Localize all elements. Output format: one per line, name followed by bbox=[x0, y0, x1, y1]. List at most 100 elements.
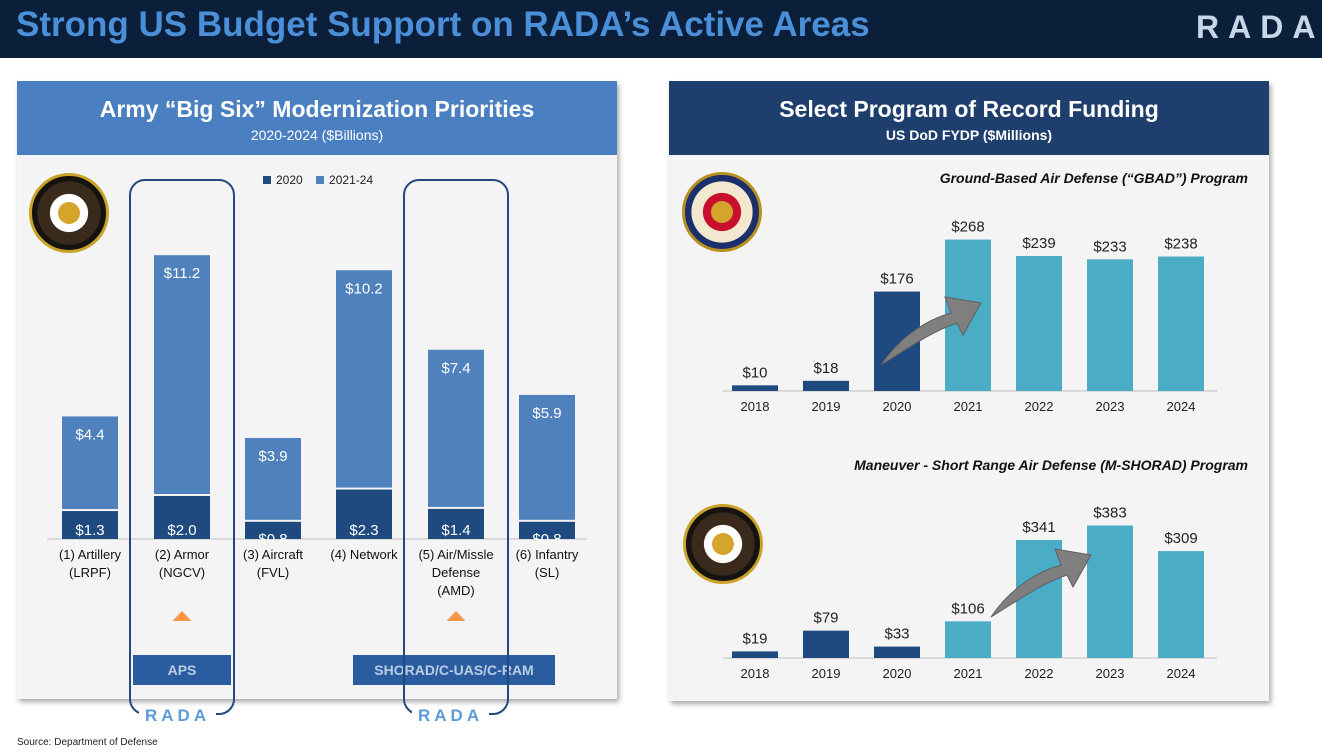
category-label: (2) Armor bbox=[155, 547, 210, 562]
data-label-2020: $2.3 bbox=[349, 522, 378, 539]
data-label: $19 bbox=[742, 630, 767, 647]
bar-2019 bbox=[803, 630, 849, 658]
year-label: 2019 bbox=[812, 399, 841, 414]
data-label: $341 bbox=[1022, 519, 1055, 536]
category-label: (1) Artillery bbox=[59, 547, 122, 562]
year-label: 2021 bbox=[954, 666, 983, 681]
year-label: 2020 bbox=[883, 666, 912, 681]
year-label: 2020 bbox=[883, 399, 912, 414]
category-label: (FVL) bbox=[257, 565, 290, 580]
bar-2020 bbox=[336, 489, 392, 539]
gbad-chart: $10 2018 $18 2019 $176 2020 $268 2021 $239 2022 $2… bbox=[723, 219, 1217, 414]
year-label: 2019 bbox=[812, 666, 841, 681]
data-label: $233 bbox=[1093, 238, 1126, 255]
year-label: 2018 bbox=[741, 666, 770, 681]
funding-panel: Select Program of Record Funding US DoD … bbox=[669, 81, 1269, 701]
category-label: (AMD) bbox=[437, 583, 475, 598]
bar-2022 bbox=[1016, 255, 1062, 391]
data-label-2020: $0.8 bbox=[532, 531, 561, 548]
bar-2024 bbox=[1158, 256, 1204, 391]
header-bar: Strong US Budget Support on RADA’s Activ… bbox=[0, 0, 1322, 58]
bar-2022 bbox=[1016, 540, 1062, 658]
legend-swatch-2020 bbox=[263, 176, 271, 184]
year-label: 2022 bbox=[1025, 399, 1054, 414]
bar-2020 bbox=[428, 508, 484, 539]
mshorad-chart-title: Maneuver - Short Range Air Defense (M-SH… bbox=[854, 457, 1248, 473]
data-label: $239 bbox=[1022, 235, 1055, 252]
data-label-2021-24: $11.2 bbox=[164, 265, 200, 282]
year-label: 2022 bbox=[1025, 666, 1054, 681]
data-label-2021-24: $5.9 bbox=[532, 405, 561, 422]
year-label: 2024 bbox=[1167, 666, 1196, 681]
army-seal-icon bbox=[29, 173, 109, 253]
bar-2018 bbox=[732, 651, 778, 658]
legend-swatch-2021-24 bbox=[316, 176, 325, 184]
growth-arrow-shape bbox=[990, 548, 1092, 618]
big-six-panel: Army “Big Six” Modernization Priorities … bbox=[17, 81, 617, 699]
navy-seal-icon bbox=[682, 172, 762, 252]
bar-2024 bbox=[1158, 551, 1204, 658]
aps-highlight-box bbox=[129, 179, 235, 715]
category-label: (3) Aircraft bbox=[243, 547, 303, 562]
data-label-2020: $0.8 bbox=[258, 531, 287, 548]
data-label: $309 bbox=[1164, 530, 1197, 547]
data-label-2021-24: $3.9 bbox=[258, 448, 287, 465]
bar-2020 bbox=[519, 521, 575, 539]
bar-2020 bbox=[62, 511, 118, 539]
shorad-label: SHORAD/C-UAS/C-RAM bbox=[353, 655, 555, 685]
growth-arrow-shape bbox=[880, 296, 982, 366]
data-label-2020: $2.0 bbox=[167, 522, 196, 539]
data-label: $176 bbox=[880, 271, 913, 288]
bar-2023 bbox=[1087, 259, 1133, 391]
page-title: Strong US Budget Support on RADA’s Activ… bbox=[16, 5, 870, 44]
data-label: $79 bbox=[813, 610, 838, 627]
bar-2018 bbox=[732, 385, 778, 391]
year-label: 2021 bbox=[954, 399, 983, 414]
bar-2021-24 bbox=[62, 416, 118, 510]
rada-logo: RADA bbox=[1196, 9, 1322, 45]
big-six-title: Army “Big Six” Modernization Priorities bbox=[99, 96, 535, 122]
big-six-subtitle: 2020-2024 ($Billions) bbox=[250, 127, 384, 143]
year-label: 2023 bbox=[1096, 666, 1125, 681]
data-label: $238 bbox=[1164, 236, 1197, 253]
bar-2020 bbox=[154, 496, 210, 539]
big-six-chart: $1.3 $4.4 (1) Artillery (LRPF) $2.0 $11.2 (2) … bbox=[47, 255, 587, 621]
funding-header: Select Program of Record Funding US DoD … bbox=[669, 81, 1269, 155]
big-six-header: Army “Big Six” Modernization Priorities … bbox=[17, 81, 617, 155]
gbad-chart-title: Ground-Based Air Defense (“GBAD”) Progra… bbox=[939, 170, 1248, 186]
data-label-2021-24: $7.4 bbox=[441, 360, 470, 377]
up-arrow-icon bbox=[172, 611, 192, 621]
bar-2021-24 bbox=[336, 270, 392, 488]
category-label: Defense bbox=[432, 565, 480, 580]
data-label-2021-24: $10.2 bbox=[345, 280, 383, 297]
growth-arrow-icon bbox=[880, 296, 982, 366]
data-label: $106 bbox=[951, 600, 984, 617]
category-label: (5) Air/Missle bbox=[418, 547, 493, 562]
year-label: 2024 bbox=[1167, 399, 1196, 414]
data-label: $18 bbox=[813, 360, 838, 377]
category-label: (NGCV) bbox=[159, 565, 205, 580]
mshorad-chart: $19 2018 $79 2019 $33 2020 $106 2021 $341 2022 $38… bbox=[723, 504, 1217, 681]
data-label-2020: $1.4 bbox=[441, 522, 470, 539]
aps-label: APS bbox=[133, 655, 231, 685]
funding-title: Select Program of Record Funding bbox=[779, 96, 1159, 122]
up-arrow-icon bbox=[446, 611, 466, 621]
bar-2020 bbox=[245, 521, 301, 539]
legend-label-2021-24: 2021-24 bbox=[329, 173, 374, 187]
army-seal-icon-2 bbox=[683, 504, 763, 584]
source-note: Source: Department of Defense bbox=[17, 737, 158, 748]
bar-2021-24 bbox=[519, 394, 575, 520]
shorad-rada-logo: RADA bbox=[412, 706, 490, 726]
data-label: $10 bbox=[742, 364, 767, 381]
category-label: (6) Infantry bbox=[516, 547, 579, 562]
bar-2023 bbox=[1087, 525, 1133, 658]
growth-arrow-icon bbox=[990, 548, 1092, 618]
bar-2020 bbox=[874, 646, 920, 658]
bar-2021-24 bbox=[245, 437, 301, 520]
year-label: 2018 bbox=[741, 399, 770, 414]
bar-2019 bbox=[803, 380, 849, 391]
bar-2021 bbox=[945, 621, 991, 658]
data-label: $33 bbox=[884, 626, 909, 643]
data-label: $268 bbox=[951, 219, 984, 236]
category-label: (4) Network bbox=[330, 547, 398, 562]
